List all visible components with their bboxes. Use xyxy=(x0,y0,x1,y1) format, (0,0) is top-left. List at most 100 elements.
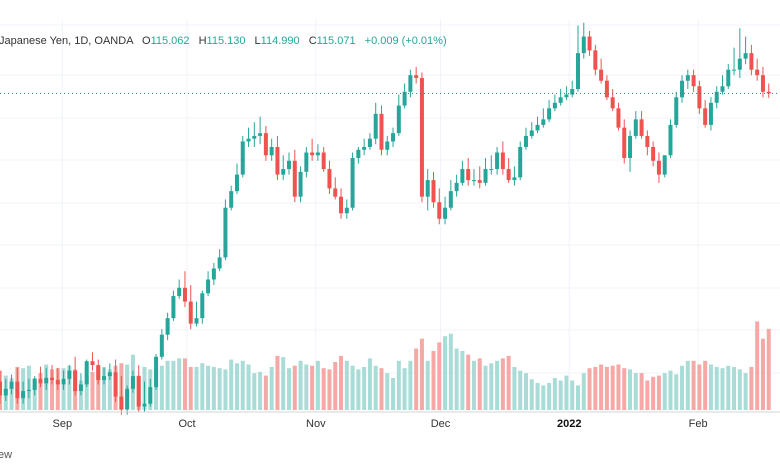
candle-body xyxy=(512,177,517,181)
candle-body xyxy=(535,124,540,131)
candle-body xyxy=(483,169,488,183)
volume-bar xyxy=(610,365,615,410)
volume-bar xyxy=(489,363,494,410)
volume-bar xyxy=(662,373,667,410)
candle-body xyxy=(628,135,633,159)
close-value: 115.071 xyxy=(317,35,356,47)
volume-bar xyxy=(223,369,228,410)
candle-body xyxy=(234,174,239,192)
candle-body xyxy=(419,77,424,197)
candle-body xyxy=(165,318,170,335)
candle-body xyxy=(258,133,263,136)
volume-bar xyxy=(171,360,176,410)
volume-bar xyxy=(500,358,505,410)
volume-bar xyxy=(246,364,251,410)
volume-bar xyxy=(691,360,696,410)
candle-body xyxy=(645,135,650,147)
volume-bar xyxy=(732,366,737,410)
candle-body xyxy=(21,391,26,399)
volume-bar xyxy=(350,365,355,410)
candle-body xyxy=(414,75,419,78)
candle-body xyxy=(743,53,748,59)
candle-body xyxy=(691,75,696,87)
candle-body xyxy=(518,146,523,178)
volume-bar xyxy=(275,355,280,410)
candle-body xyxy=(656,160,661,175)
candle-body xyxy=(171,296,176,319)
volume-bar xyxy=(419,338,424,410)
candle-body xyxy=(466,169,471,181)
volume-bar xyxy=(50,369,55,410)
volume-bar xyxy=(685,360,690,410)
candle-body xyxy=(136,376,141,407)
volume-bar xyxy=(552,378,557,410)
candle-body xyxy=(697,86,702,109)
volume-bar xyxy=(315,360,320,410)
volume-bar xyxy=(703,360,708,410)
volume-bar xyxy=(240,360,245,410)
candle-body xyxy=(154,356,159,388)
candle-body xyxy=(3,388,8,396)
volume-bar xyxy=(38,373,43,410)
volume-bar xyxy=(547,382,552,410)
candle-layer xyxy=(0,22,771,415)
volume-bar xyxy=(396,360,401,410)
volume-bar xyxy=(362,366,367,410)
candle-body xyxy=(148,387,153,404)
candle-body xyxy=(333,188,338,197)
volume-bar xyxy=(298,360,303,410)
volume-bar xyxy=(454,348,459,410)
candle-body xyxy=(367,138,372,147)
volume-bar xyxy=(385,373,390,410)
volume-bar xyxy=(495,360,500,410)
volume-bar xyxy=(177,358,182,410)
candle-body xyxy=(489,169,494,171)
candle-body xyxy=(402,91,407,106)
volume-bar xyxy=(96,366,101,410)
candle-body xyxy=(229,191,234,208)
candle-body xyxy=(726,69,731,87)
candle-body xyxy=(339,196,344,214)
candle-body xyxy=(350,158,355,208)
candle-body xyxy=(558,97,563,103)
candle-body xyxy=(651,146,656,161)
candle-body xyxy=(391,133,396,142)
candle-body xyxy=(385,141,390,150)
volume-bar xyxy=(159,365,164,410)
candle-body xyxy=(668,124,673,156)
candle-body xyxy=(552,102,557,109)
volume-bar xyxy=(102,366,107,410)
x-tick-label: Nov xyxy=(306,418,326,430)
candle-body xyxy=(396,105,401,134)
candle-body xyxy=(437,202,442,219)
candle-body xyxy=(506,169,511,181)
candle-body xyxy=(708,102,713,125)
candle-body xyxy=(90,361,95,366)
ohlc-legend: Japanese Yen, 1D, OANDA O115.062 H115.13… xyxy=(0,35,447,47)
candle-body xyxy=(211,268,216,280)
volume-bar xyxy=(726,365,731,410)
candle-body xyxy=(749,53,754,70)
volume-bar xyxy=(570,380,575,410)
volume-bar xyxy=(523,373,528,410)
candle-body xyxy=(541,119,546,125)
volume-bar xyxy=(604,366,609,410)
candle-body xyxy=(633,119,638,136)
volume-bar xyxy=(599,364,604,410)
close-key: C xyxy=(309,35,317,47)
x-tick-label: Sep xyxy=(53,418,73,430)
volume-bar xyxy=(217,368,222,410)
candle-body xyxy=(9,381,14,389)
volume-bar xyxy=(229,359,234,410)
volume-bar xyxy=(107,369,112,410)
candle-body xyxy=(523,135,528,147)
volume-bar xyxy=(708,364,713,410)
candle-body xyxy=(281,169,286,175)
volume-bar xyxy=(252,373,257,410)
x-tick-label: Feb xyxy=(689,418,708,430)
volume-bar xyxy=(749,366,754,410)
volume-bar xyxy=(194,366,199,410)
